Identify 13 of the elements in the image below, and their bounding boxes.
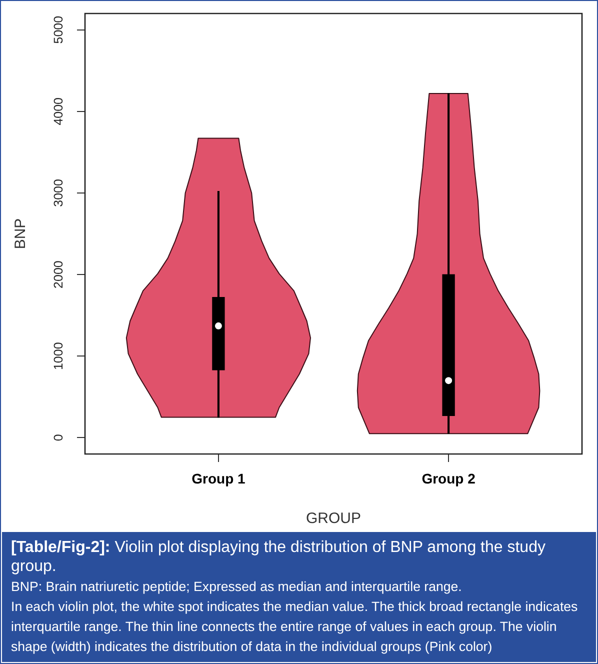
y-tick-label: 4000 [52, 97, 66, 126]
text: In each violin plot, the white spot indicates the median value. The thick broad rectangle indicates interquartile range. The thin line connects the entire range of values in each group. The violin shape (width) indicates the distribution of data in the individual groups (Pink color) [11, 598, 579, 656]
y-tick-label: 3000 [52, 179, 66, 207]
text: BNP: Brain natriuretic peptide; Expressed as median and interquartile range. [11, 578, 463, 596]
x-axis-title: GROUP [306, 510, 362, 528]
x-tick-label: Group 2 [422, 470, 476, 486]
text: [Table/Fig-2]: Violin plot displaying the distribution of BNP among the study group. [11, 539, 546, 575]
y-tick-label: 5000 [52, 16, 66, 44]
x-tick-label: Group 1 [192, 470, 246, 486]
y-tick-label: 1000 [52, 342, 66, 370]
y-tick-label: 2000 [52, 260, 66, 288]
y-axis-title: BNP [12, 218, 30, 250]
y-tick-label: 0 [52, 434, 66, 442]
